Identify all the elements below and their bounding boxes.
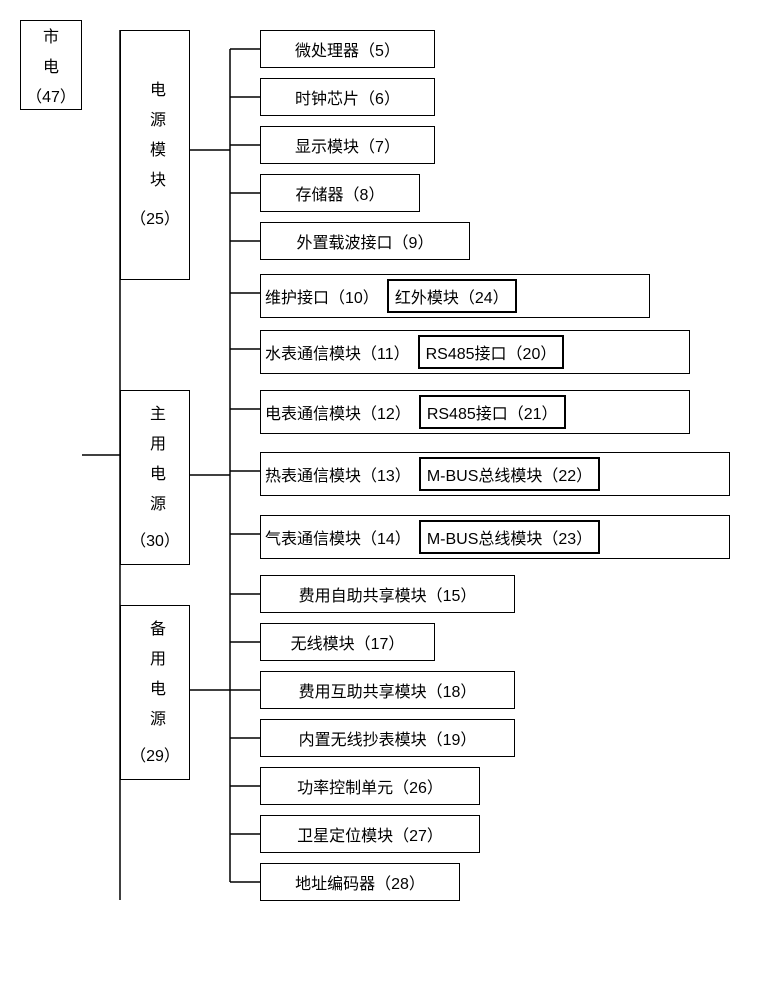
row-gas-meter: 气表通信模块（14） M-BUS总线模块（23） — [260, 515, 730, 559]
row-label: 无线模块（17） — [291, 630, 405, 654]
row-label: 水表通信模块（11） — [265, 340, 410, 364]
row-label: 微处理器（5） — [295, 37, 400, 61]
main-power-box: 主用电源 （30） — [120, 390, 190, 565]
mains-num: （47） — [26, 83, 76, 107]
row-display-module: 显示模块（7） — [260, 126, 435, 164]
row-maintenance-if: 维护接口（10） 红外模块（24） — [260, 274, 650, 318]
inner-label: 红外模块（24） — [395, 290, 509, 307]
backup-power-box: 备用电源 （29） — [120, 605, 190, 780]
inner-label: M-BUS总线模块（22） — [427, 468, 592, 485]
mains-power-box: 市 电 （47） — [20, 20, 82, 110]
inner-label: M-BUS总线模块（23） — [427, 531, 592, 548]
mains-label-bot: 电 — [43, 53, 59, 77]
inner-label: RS485接口（20） — [426, 346, 557, 363]
row-microprocessor: 微处理器（5） — [260, 30, 435, 68]
mbus-23-box: M-BUS总线模块（23） — [419, 520, 600, 554]
mains-label-top: 市 — [43, 23, 59, 47]
row-label: 维护接口（10） — [265, 284, 379, 308]
infrared-module-box: 红外模块（24） — [387, 279, 517, 313]
row-ext-carrier: 外置载波接口（9） — [260, 222, 470, 260]
row-label: 功率控制单元（26） — [297, 774, 443, 798]
row-label: 存储器（8） — [296, 181, 385, 205]
row-water-meter: 水表通信模块（11） RS485接口（20） — [260, 330, 690, 374]
row-self-share: 费用自助共享模块（15） — [260, 575, 515, 613]
inner-label: RS485接口（21） — [427, 406, 558, 423]
row-elec-meter: 电表通信模块（12） RS485接口（21） — [260, 390, 690, 434]
psu-module-num: （25） — [130, 205, 180, 229]
psu-module-label: 电源模块 — [143, 81, 167, 201]
row-label: 时钟芯片（6） — [295, 85, 400, 109]
row-label: 显示模块（7） — [295, 133, 400, 157]
mbus-22-box: M-BUS总线模块（22） — [419, 457, 600, 491]
backup-power-num: （29） — [130, 742, 180, 766]
rs485-20-box: RS485接口（20） — [418, 335, 565, 369]
rs485-21-box: RS485接口（21） — [419, 395, 566, 429]
row-wireless-meter: 内置无线抄表模块（19） — [260, 719, 515, 757]
row-label: 外置载波接口（9） — [297, 229, 434, 253]
row-mutual-share: 费用互助共享模块（18） — [260, 671, 515, 709]
psu-module-box: 电源模块 （25） — [120, 30, 190, 280]
row-power-ctrl: 功率控制单元（26） — [260, 767, 480, 805]
row-wireless: 无线模块（17） — [260, 623, 435, 661]
row-heat-meter: 热表通信模块（13） M-BUS总线模块（22） — [260, 452, 730, 496]
row-label: 费用互助共享模块（18） — [299, 678, 477, 702]
row-label: 费用自助共享模块（15） — [299, 582, 477, 606]
row-memory: 存储器（8） — [260, 174, 420, 212]
row-label: 气表通信模块（14） — [265, 525, 411, 549]
row-label: 内置无线抄表模块（19） — [299, 726, 477, 750]
main-power-num: （30） — [130, 527, 180, 551]
row-label: 卫星定位模块（27） — [297, 822, 443, 846]
row-label: 电表通信模块（12） — [265, 400, 411, 424]
backup-power-label: 备用电源 — [143, 620, 167, 740]
row-label: 地址编码器（28） — [295, 870, 425, 894]
main-power-label: 主用电源 — [143, 405, 167, 525]
row-addr-encoder: 地址编码器（28） — [260, 863, 460, 901]
row-label: 热表通信模块（13） — [265, 462, 411, 486]
row-satellite: 卫星定位模块（27） — [260, 815, 480, 853]
row-clock-chip: 时钟芯片（6） — [260, 78, 435, 116]
